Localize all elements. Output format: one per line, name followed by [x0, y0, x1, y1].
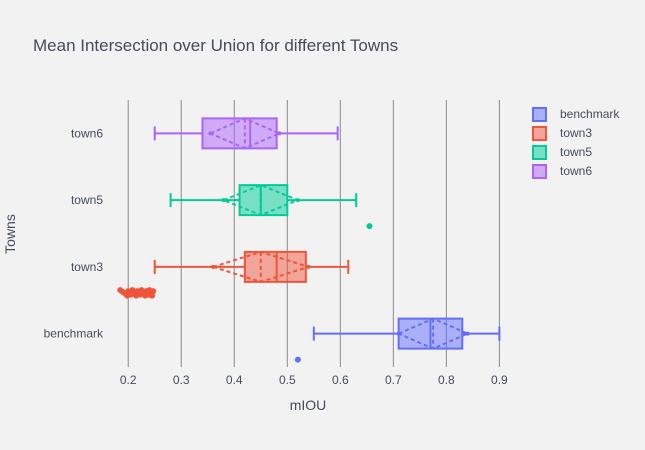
sd-marker	[211, 264, 216, 269]
x-tick-label: 0.3	[173, 373, 190, 387]
sd-marker	[465, 331, 470, 336]
box-traces	[117, 117, 501, 363]
legend-swatch	[532, 126, 547, 141]
x-tick-label: 0.2	[120, 373, 137, 387]
legend-swatch	[532, 107, 547, 122]
box-trace[interactable]	[294, 317, 501, 363]
legend-swatch	[532, 145, 547, 160]
legend-label: town3	[560, 126, 592, 140]
sd-marker	[306, 264, 311, 269]
x-axis-title: mIOU	[290, 397, 327, 413]
y-axis-ticks: benchmark town3 town5 town6	[44, 126, 104, 340]
outlier-point[interactable]	[150, 288, 157, 295]
x-tick-label: 0.9	[491, 373, 508, 387]
legend-item[interactable]: town6	[532, 164, 592, 179]
x-tick-label: 0.6	[332, 373, 349, 387]
sd-marker	[208, 131, 213, 136]
legend-label: town5	[560, 145, 592, 159]
legend-label: benchmark	[560, 107, 620, 121]
legend-swatch	[532, 164, 547, 179]
sd-marker	[277, 131, 282, 136]
y-tick-label: benchmark	[44, 327, 104, 341]
x-tick-label: 0.5	[279, 373, 296, 387]
y-tick-label: town6	[71, 126, 103, 140]
box-trace[interactable]	[117, 250, 350, 299]
x-tick-label: 0.7	[385, 373, 402, 387]
chart-title: Mean Intersection over Union for differe…	[33, 36, 398, 55]
y-tick-label: town3	[71, 260, 103, 274]
outlier-point[interactable]	[294, 356, 301, 363]
y-axis-title: Towns	[2, 214, 18, 254]
outlier-point[interactable]	[149, 292, 156, 299]
outlier-point[interactable]	[366, 223, 373, 230]
x-axis-ticks: 0.2 0.3 0.4 0.5 0.6 0.7 0.8 0.9	[120, 373, 508, 387]
box-iqr	[201, 117, 278, 150]
sd-marker	[295, 198, 300, 203]
legend-item[interactable]: benchmark	[532, 107, 620, 122]
legend-item[interactable]: town3	[532, 126, 592, 141]
x-tick-label: 0.8	[438, 373, 455, 387]
x-tick-label: 0.4	[226, 373, 243, 387]
box-iqr	[238, 184, 289, 217]
sd-marker	[221, 198, 226, 203]
y-tick-label: town5	[71, 193, 103, 207]
sd-marker	[396, 331, 401, 336]
legend[interactable]: benchmark town3 town5 town6	[532, 107, 620, 179]
legend-item[interactable]: town5	[532, 145, 592, 160]
legend-label: town6	[560, 164, 592, 178]
box-trace[interactable]	[169, 184, 373, 230]
box-trace[interactable]	[153, 117, 339, 150]
